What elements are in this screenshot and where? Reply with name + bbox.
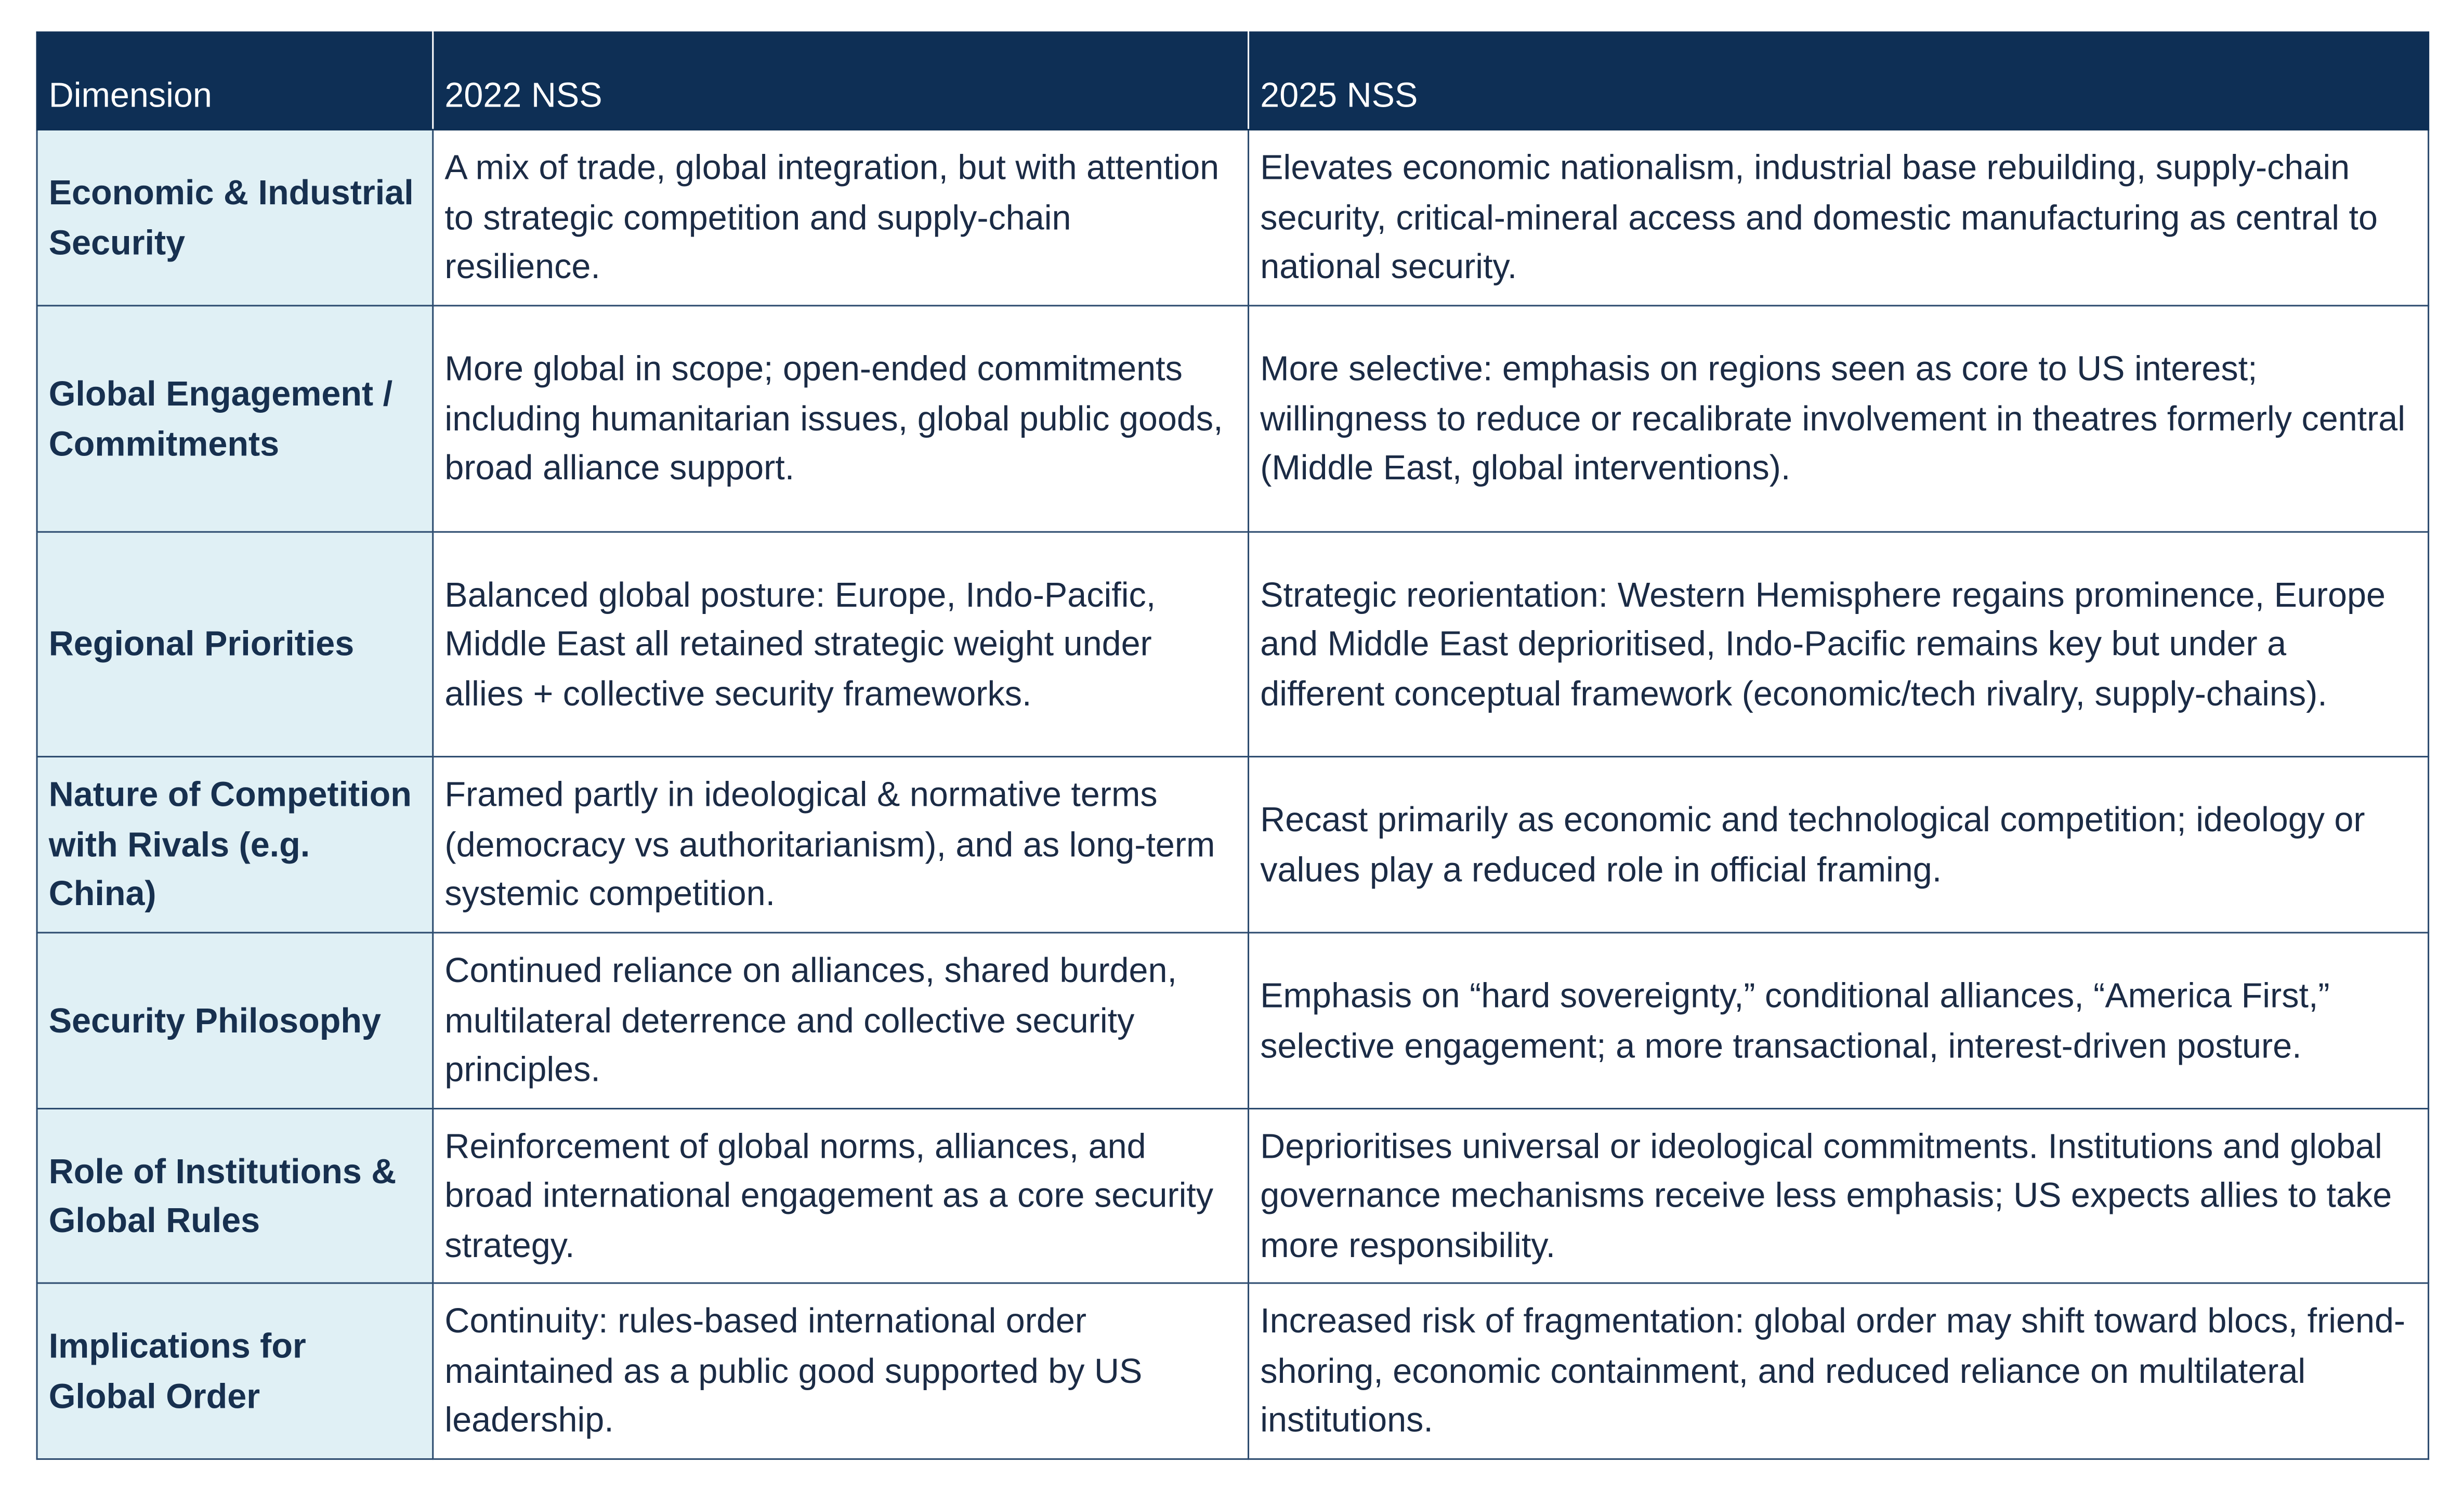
- table-cell: Elevates economic nationalism, industria…: [1248, 128, 2430, 307]
- table-row: Global Engagement / Commitments More glob…: [36, 305, 2430, 533]
- table-body: Economic & Industrial Security A mix of t…: [36, 128, 2430, 1460]
- table-cell: Framed partly in ideological & normative…: [432, 755, 1250, 934]
- table-row: Role of Institutions & Global Rules Reinf…: [36, 1108, 2430, 1284]
- table-cell: Continuity: rules-based international or…: [432, 1282, 1250, 1460]
- table-cell: Continued reliance on alliances, shared …: [432, 932, 1250, 1110]
- column-header: 2025 NSS: [1248, 31, 2430, 130]
- dimension-cell: Nature of Competition with Rivals (e.g. …: [36, 755, 434, 934]
- table-cell: Strategic reorientation: Western Hemisph…: [1248, 531, 2430, 757]
- dimension-cell: Security Philosophy: [36, 932, 434, 1110]
- table-cell: Increased risk of fragmentation: global …: [1248, 1282, 2430, 1460]
- table-cell: Reinforcement of global norms, alliances…: [432, 1108, 1250, 1284]
- table-row: Security Philosophy Continued reliance on…: [36, 932, 2430, 1110]
- dimension-cell: Regional Priorities: [36, 531, 434, 757]
- table-cell: More selective: emphasis on regions seen…: [1248, 305, 2430, 533]
- column-header: Dimension: [36, 31, 434, 130]
- table-cell: Emphasis on “hard sovereignty,” conditio…: [1248, 932, 2430, 1110]
- dimension-cell: Implications for Global Order: [36, 1282, 434, 1460]
- comparison-table: Dimension 2022 NSS 2025 NSS Economic & Ind…: [36, 31, 2430, 1460]
- dimension-cell: Global Engagement / Commitments: [36, 305, 434, 533]
- table-cell: A mix of trade, global integration, but …: [432, 128, 1250, 307]
- dimension-cell: Role of Institutions & Global Rules: [36, 1108, 434, 1284]
- table-row: Implications for Global Order Continuity:…: [36, 1282, 2430, 1460]
- header-row: Dimension 2022 NSS 2025 NSS: [36, 31, 2430, 130]
- table-row: Economic & Industrial Security A mix of t…: [36, 128, 2430, 307]
- table-row: Regional Priorities Balanced global postu…: [36, 531, 2430, 757]
- column-header: 2022 NSS: [432, 31, 1250, 130]
- table-cell: Deprioritises universal or ideological c…: [1248, 1108, 2430, 1284]
- table-row: Nature of Competition with Rivals (e.g. …: [36, 755, 2430, 934]
- table-cell: Balanced global posture: Europe, Indo-Pa…: [432, 531, 1250, 757]
- table-cell: Recast primarily as economic and technol…: [1248, 755, 2430, 934]
- table-cell: More global in scope; open-ended commitm…: [432, 305, 1250, 533]
- dimension-cell: Economic & Industrial Security: [36, 128, 434, 307]
